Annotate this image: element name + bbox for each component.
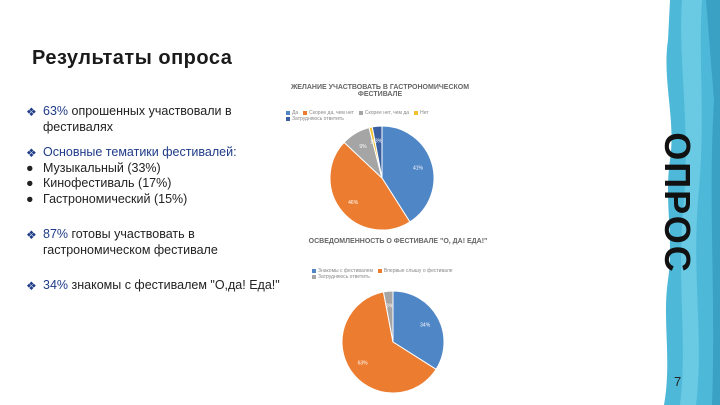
chart2-legend-item: Знакомы с фестивалем: [312, 268, 373, 274]
legend-swatch: [377, 268, 382, 273]
chart2-title: ОСВЕДОМЛЕННОСТЬ О ФЕСТИВАЛЕ "О, ДА! ЕДА!…: [308, 238, 488, 245]
bullet-highlight: 87%: [43, 227, 69, 241]
chart1-data-label: 3%: [375, 139, 383, 145]
chart2-data-label: 34%: [420, 322, 431, 328]
chart1-legend-item: Затрудняюсь ответить: [286, 116, 344, 122]
legend-swatch: [286, 110, 290, 115]
legend-swatch: [414, 110, 419, 115]
page-number: 7: [674, 374, 682, 389]
bullet-text: опрошенных участвовали в фестивалях: [43, 104, 232, 134]
chart2-slice-1: [341, 291, 437, 394]
diamond-bullet-icon: ❖: [26, 279, 37, 293]
chart2-slice-2: [382, 290, 394, 343]
bullet-themes: ❖ Основные тематики фестивалей:: [26, 145, 294, 161]
sub-bullet: ● Музыкальный (33%): [26, 161, 294, 177]
chart1-legend-item: Скорее да, чем нет: [303, 110, 354, 116]
chart1-data-label: 9%: [359, 144, 367, 150]
bullet-text: Основные тематики фестивалей:: [43, 145, 237, 159]
legend-swatch: [312, 274, 316, 279]
bullet-highlight: 34%: [43, 278, 69, 292]
bullet-list: ❖ 63% опрошенных участвовали в фестиваля…: [26, 104, 294, 294]
sub-bullet-text: Кинофестиваль (17%): [43, 176, 172, 190]
chart1-title: ЖЕЛАНИЕ УЧАСТВОВАТЬ В ГАСТРОНОМИЧЕСКОМ Ф…: [290, 84, 470, 98]
diamond-bullet-icon: ❖: [26, 105, 37, 119]
legend-swatch: [303, 110, 308, 115]
legend-swatch: [286, 116, 290, 121]
bullet-participation: ❖ 63% опрошенных участвовали в фестиваля…: [26, 104, 294, 135]
chart2-legend: Знакомы с фестивалем Впервые слышу о фест…: [312, 268, 492, 280]
bullet-text: знакомы с фестивалем "О,да! Еда!": [68, 278, 280, 292]
chart1-data-label: 41%: [413, 166, 424, 172]
sub-bullet-text: Гастрономический (15%): [43, 191, 188, 206]
bullet-awareness: ❖ 34% знакомы с фестивалем "О,да! Еда!": [26, 278, 294, 294]
chart1-legend-item: Скорее нет, чем да: [358, 110, 409, 116]
side-label: ОПРОС: [657, 131, 698, 274]
dot-icon: ●: [26, 176, 34, 190]
chart1-data-label: 1%: [370, 139, 378, 145]
dot-icon: ●: [26, 191, 34, 206]
chart2-data-label: 3%: [386, 303, 394, 309]
diamond-bullet-icon: ❖: [26, 228, 37, 242]
chart2-data-label: 63%: [358, 361, 369, 367]
chart1-legend-item: Нет: [414, 110, 429, 116]
chart1-data-label: 46%: [348, 200, 359, 206]
chart2-legend-item: Впервые слышу о фестивале: [377, 268, 453, 274]
sub-bullet: ● Гастрономический (15%): [26, 192, 294, 208]
legend-swatch: [358, 110, 363, 115]
bullet-text: готовы участвовать в гастрономическом фе…: [43, 227, 218, 257]
brush-stroke-decoration: [664, 0, 720, 405]
chart1-slice-1: [329, 141, 411, 231]
chart1-legend: Да Скорее да, чем нет Скорее нет, чем да Не…: [286, 110, 486, 122]
chart2-legend-item: Затрудняюсь ответить: [312, 274, 370, 280]
dot-icon: ●: [26, 160, 34, 175]
chart1-legend-item: Да: [286, 110, 298, 116]
bullet-ready: ❖ 87% готовы участвовать в гастрономичес…: [26, 227, 294, 258]
sub-bullet-text: Музыкальный (33%): [43, 160, 161, 175]
diamond-bullet-icon: ❖: [26, 146, 37, 160]
legend-swatch: [312, 268, 316, 273]
slide-title: Результаты опроса: [32, 47, 233, 69]
sub-bullet: ● Кинофестиваль (17%): [26, 176, 294, 192]
bullet-highlight: 63%: [43, 104, 69, 118]
chart1-slice-4: [371, 125, 383, 179]
